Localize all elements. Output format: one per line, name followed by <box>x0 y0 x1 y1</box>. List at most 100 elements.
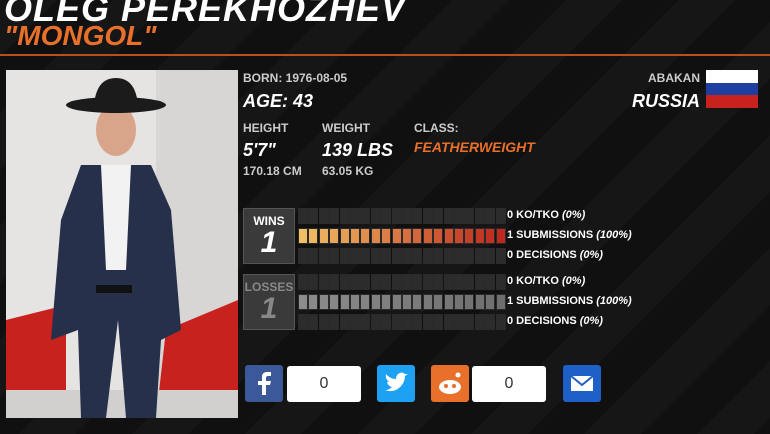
bar-segment <box>454 314 464 330</box>
email-button[interactable] <box>563 365 601 402</box>
bar-segment <box>485 228 496 244</box>
row-count: 0 KO/TKO <box>507 275 559 287</box>
bar-segment <box>443 208 454 224</box>
bar-segment <box>308 208 319 224</box>
record-box: LOSSES 1 <box>243 274 295 330</box>
bar-segment <box>402 294 412 310</box>
reddit-count: 0 <box>472 366 546 402</box>
bar-segment <box>381 208 392 224</box>
record-row: 1 SUBMISSIONS (100%) <box>507 295 632 307</box>
bar-segment <box>298 228 308 244</box>
bar-segment <box>402 314 412 330</box>
weight-kg: 63.05 KG <box>322 164 374 178</box>
bar-segment <box>308 228 319 244</box>
bar-segment <box>318 294 329 310</box>
bar-segment <box>350 314 360 330</box>
bar-segment <box>412 274 423 290</box>
bar-segment <box>360 274 371 290</box>
bar-segment <box>318 228 329 244</box>
bar-segment <box>495 274 506 290</box>
bar-segment <box>464 248 475 264</box>
bar-segment <box>381 228 392 244</box>
bar-segment <box>454 294 464 310</box>
bar-segment <box>339 248 350 264</box>
reddit-button[interactable] <box>431 365 469 402</box>
bar-segment <box>422 208 433 224</box>
bar-segment <box>402 248 412 264</box>
weight-class: FEATHERWEIGHT <box>414 139 535 155</box>
bar-segment <box>495 208 506 224</box>
bar-segment <box>433 274 444 290</box>
bar-segment <box>474 208 485 224</box>
bar-segment <box>391 248 402 264</box>
bar-segment <box>370 228 381 244</box>
country: RUSSIA <box>631 91 700 111</box>
bar-segment <box>422 314 433 330</box>
bar-segment <box>402 274 412 290</box>
bar-segment <box>474 314 485 330</box>
bar-segment <box>350 248 360 264</box>
bar-segment <box>464 314 475 330</box>
bar-segment <box>443 274 454 290</box>
bar-segment <box>360 208 371 224</box>
facebook-button[interactable] <box>245 365 283 402</box>
city: ABAKAN <box>648 71 700 85</box>
bar-segment <box>329 248 340 264</box>
bar-segment <box>422 294 433 310</box>
bar-segment <box>454 248 464 264</box>
bar-segment <box>381 294 392 310</box>
bar-segment <box>464 274 475 290</box>
facebook-count: 0 <box>287 366 361 402</box>
bar-segment <box>495 248 506 264</box>
row-count: 0 KO/TKO <box>507 209 559 221</box>
bar-segment <box>308 314 319 330</box>
bar-segment <box>360 228 371 244</box>
bar-segment <box>495 294 506 310</box>
bar-segment <box>318 314 329 330</box>
bar-segment <box>433 294 444 310</box>
bar-segment <box>485 294 496 310</box>
bar-segment <box>339 208 350 224</box>
record-row: 0 KO/TKO (0%) <box>507 275 585 287</box>
bar-segment <box>433 208 444 224</box>
height-cm: 170.18 CM <box>243 164 302 178</box>
row-percent: (0%) <box>579 249 603 261</box>
bar-segment <box>339 294 350 310</box>
bar-segment <box>360 248 371 264</box>
bar-segment <box>454 228 464 244</box>
age: AGE: 43 <box>243 91 314 111</box>
bar-segment <box>308 274 319 290</box>
bar-segment <box>370 314 381 330</box>
bar-segment <box>370 274 381 290</box>
bar-segment <box>381 274 392 290</box>
record-total: 1 <box>260 226 278 259</box>
bar-segment <box>422 274 433 290</box>
bar-segment <box>350 208 360 224</box>
record-row: 1 SUBMISSIONS (100%) <box>507 229 632 241</box>
row-count: 1 SUBMISSIONS <box>507 295 594 307</box>
row-count: 1 SUBMISSIONS <box>507 229 594 241</box>
record-label: LOSSES <box>244 280 294 294</box>
bar-segment <box>298 248 308 264</box>
class-label: CLASS: <box>414 121 459 135</box>
born: BORN: 1976-08-05 <box>243 71 348 85</box>
bar-segment <box>485 314 496 330</box>
bar-segment <box>474 294 485 310</box>
height-label: HEIGHT <box>243 121 289 135</box>
nickname: "MONGOL" <box>4 20 157 51</box>
bar-segment <box>464 294 475 310</box>
twitter-button[interactable] <box>377 365 415 402</box>
bar-segment <box>350 274 360 290</box>
bar-segment <box>391 294 402 310</box>
bar-segment <box>350 294 360 310</box>
bar-segment <box>464 228 475 244</box>
bar-segment <box>391 274 402 290</box>
fighter-photo <box>6 70 238 418</box>
bar-segment <box>308 294 319 310</box>
bar-segment <box>485 208 496 224</box>
bar-segment <box>464 208 475 224</box>
bar-segment <box>318 274 329 290</box>
weight-label: WEIGHT <box>322 121 370 135</box>
bar-segment <box>370 248 381 264</box>
